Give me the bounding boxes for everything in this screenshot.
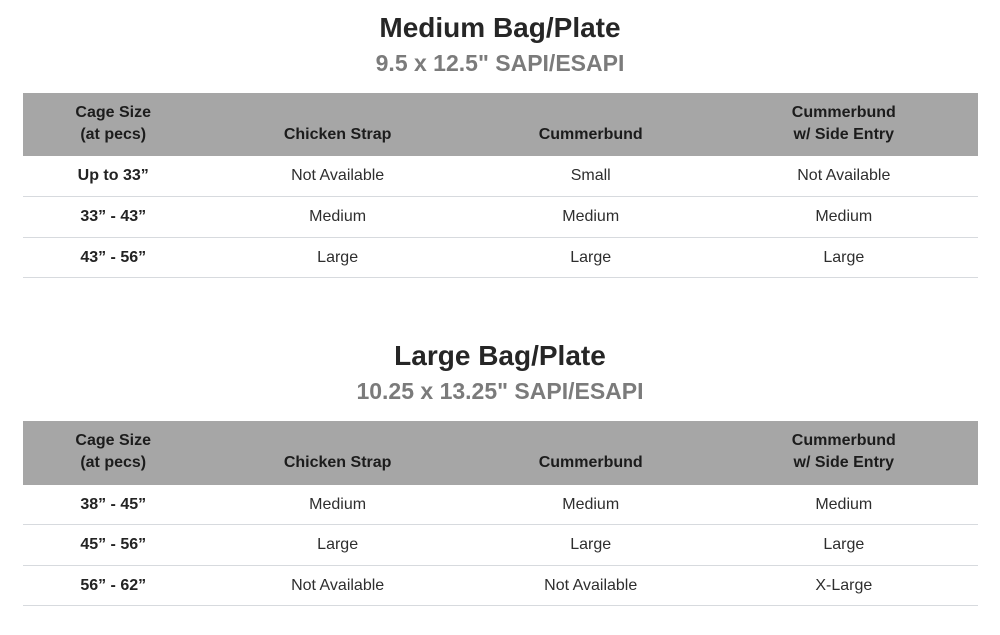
column-header: Chicken Strap (203, 92, 472, 157)
table-row: Up to 33” Not Available Small Not Available (22, 156, 978, 197)
size-value-cell: Large (471, 237, 711, 279)
table-row: 43” - 56” Large Large Large (22, 237, 978, 279)
header-row: Cage Size (at pecs) Chicken Strap Cummerbu… (22, 420, 978, 485)
table-row: 45” - 56” Large Large Large (22, 524, 978, 566)
large-size-table: Cage Size (at pecs) Chicken Strap Cummerbu… (22, 420, 978, 607)
large-bag-plate-section: Large Bag/Plate 10.25 x 13.25" SAPI/ESAP… (0, 338, 1000, 607)
size-value-cell: Not Available (710, 156, 978, 197)
cage-size-cell: 33” - 43” (22, 196, 204, 238)
size-value-cell: X-Large (710, 565, 978, 607)
cage-size-cell: 45” - 56” (22, 524, 204, 566)
size-value-cell: Medium (710, 484, 978, 526)
cage-size-cell: 38” - 45” (22, 484, 204, 526)
size-value-cell: Not Available (203, 565, 472, 607)
column-header: Cummerbund w/ Side Entry (710, 420, 978, 485)
size-value-cell: Not Available (203, 156, 472, 197)
size-value-cell: Large (710, 524, 978, 566)
size-value-cell: Medium (203, 196, 472, 238)
column-header: Cummerbund (471, 420, 711, 485)
size-value-cell: Large (203, 524, 472, 566)
medium-table-subtitle: 9.5 x 12.5" SAPI/ESAPI (375, 50, 625, 76)
large-table-body: 38” - 45” Medium Medium Medium 45” - 56” Larg… (22, 484, 978, 607)
column-header: Chicken Strap (203, 420, 472, 485)
column-header: Cage Size (at pecs) (22, 92, 204, 157)
column-header: Cummerbund (471, 92, 711, 157)
table-row: 38” - 45” Medium Medium Medium (22, 484, 978, 526)
size-value-cell: Medium (471, 484, 711, 526)
size-value-cell: Not Available (471, 565, 711, 607)
size-value-cell: Large (710, 237, 978, 279)
size-value-cell: Large (203, 237, 472, 279)
cage-size-cell: 56” - 62” (22, 565, 204, 607)
table-row: 33” - 43” Medium Medium Medium (22, 196, 978, 238)
medium-table-body: Up to 33” Not Available Small Not Available… (22, 156, 978, 279)
medium-size-table: Cage Size (at pecs) Chicken Strap Cummerbu… (22, 92, 978, 279)
medium-table-title: Medium Bag/Plate (379, 12, 621, 43)
size-value-cell: Medium (710, 196, 978, 238)
size-value-cell: Small (471, 156, 711, 197)
size-value-cell: Large (471, 524, 711, 566)
size-value-cell: Medium (471, 196, 711, 238)
cage-size-cell: 43” - 56” (22, 237, 204, 279)
large-table-title: Large Bag/Plate (394, 340, 606, 372)
cage-size-cell: Up to 33” (22, 156, 204, 197)
medium-table-header: Cage Size (at pecs) Chicken Strap Cummerbu… (22, 92, 978, 157)
header-row: Cage Size (at pecs) Chicken Strap Cummerbu… (22, 92, 978, 157)
large-table-header: Cage Size (at pecs) Chicken Strap Cummerbu… (22, 420, 978, 485)
table-row: 56” - 62” Not Available Not Available X-Lar… (22, 565, 978, 607)
large-table-subtitle: 10.25 x 13.25" SAPI/ESAPI (356, 378, 644, 405)
size-value-cell: Medium (203, 484, 472, 526)
column-header: Cage Size (at pecs) (22, 420, 204, 485)
medium-bag-plate-section: Medium Bag/Plate 9.5 x 12.5" SAPI/ESAPI … (0, 10, 1000, 279)
column-header: Cummerbund w/ Side Entry (710, 92, 978, 157)
